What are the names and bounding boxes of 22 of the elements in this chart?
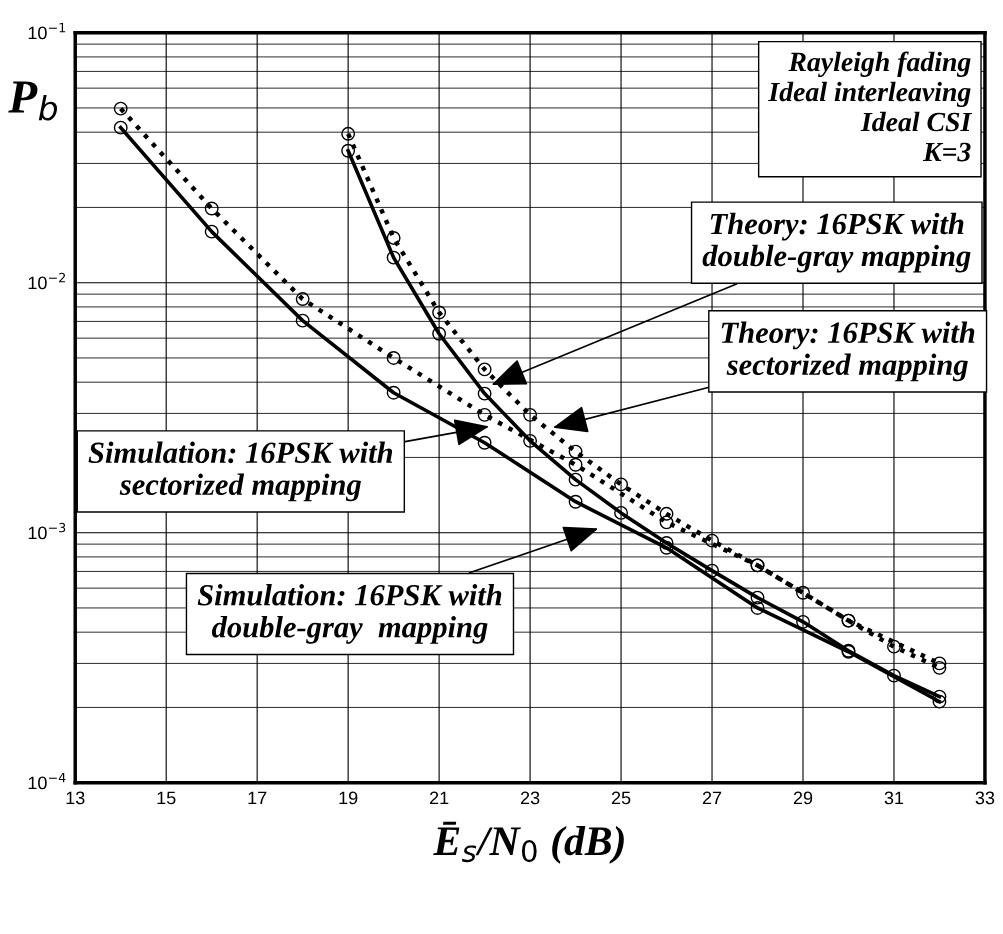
- x-tick-label: 13: [66, 791, 85, 805]
- x-tick-label: 25: [611, 791, 631, 805]
- annotation: Theory: 16PSK with double-gray mapping: [702, 212, 971, 273]
- x-tick-label: 27: [702, 791, 722, 805]
- x-tick-label: 33: [975, 791, 995, 805]
- x-tick-label: 31: [884, 791, 904, 805]
- annotation: Rayleigh fading Ideal interleaving Ideal CSI K=3: [768, 51, 973, 162]
- x-tick-label: 15: [157, 791, 176, 805]
- y-tick-label: 10$^{−3}$: [28, 522, 66, 540]
- annotation: Simulation: 16PSK with double-gray mapping: [197, 584, 502, 644]
- y-tick-label: 10$^{−1}$: [28, 22, 66, 40]
- annotation: Simulation: 16PSK with sectorized mapping: [88, 441, 393, 502]
- x-tick-label: 19: [339, 791, 358, 805]
- y-axis-title: P$_{b}$: [8, 81, 58, 121]
- x-axis-title: Ē$_{s}$/N$_{0}$ (dB): [433, 821, 624, 864]
- y-tick-label: 10$^{−2}$: [28, 272, 65, 290]
- y-tick-label: 10$^{−4}$: [28, 772, 66, 790]
- x-tick-label: 29: [793, 791, 813, 805]
- x-tick-label: 17: [248, 791, 267, 805]
- x-tick-label: 21: [429, 791, 449, 805]
- x-tick-label: 23: [520, 791, 540, 805]
- annotation: Theory: 16PSK with sectorized mapping: [721, 321, 975, 382]
